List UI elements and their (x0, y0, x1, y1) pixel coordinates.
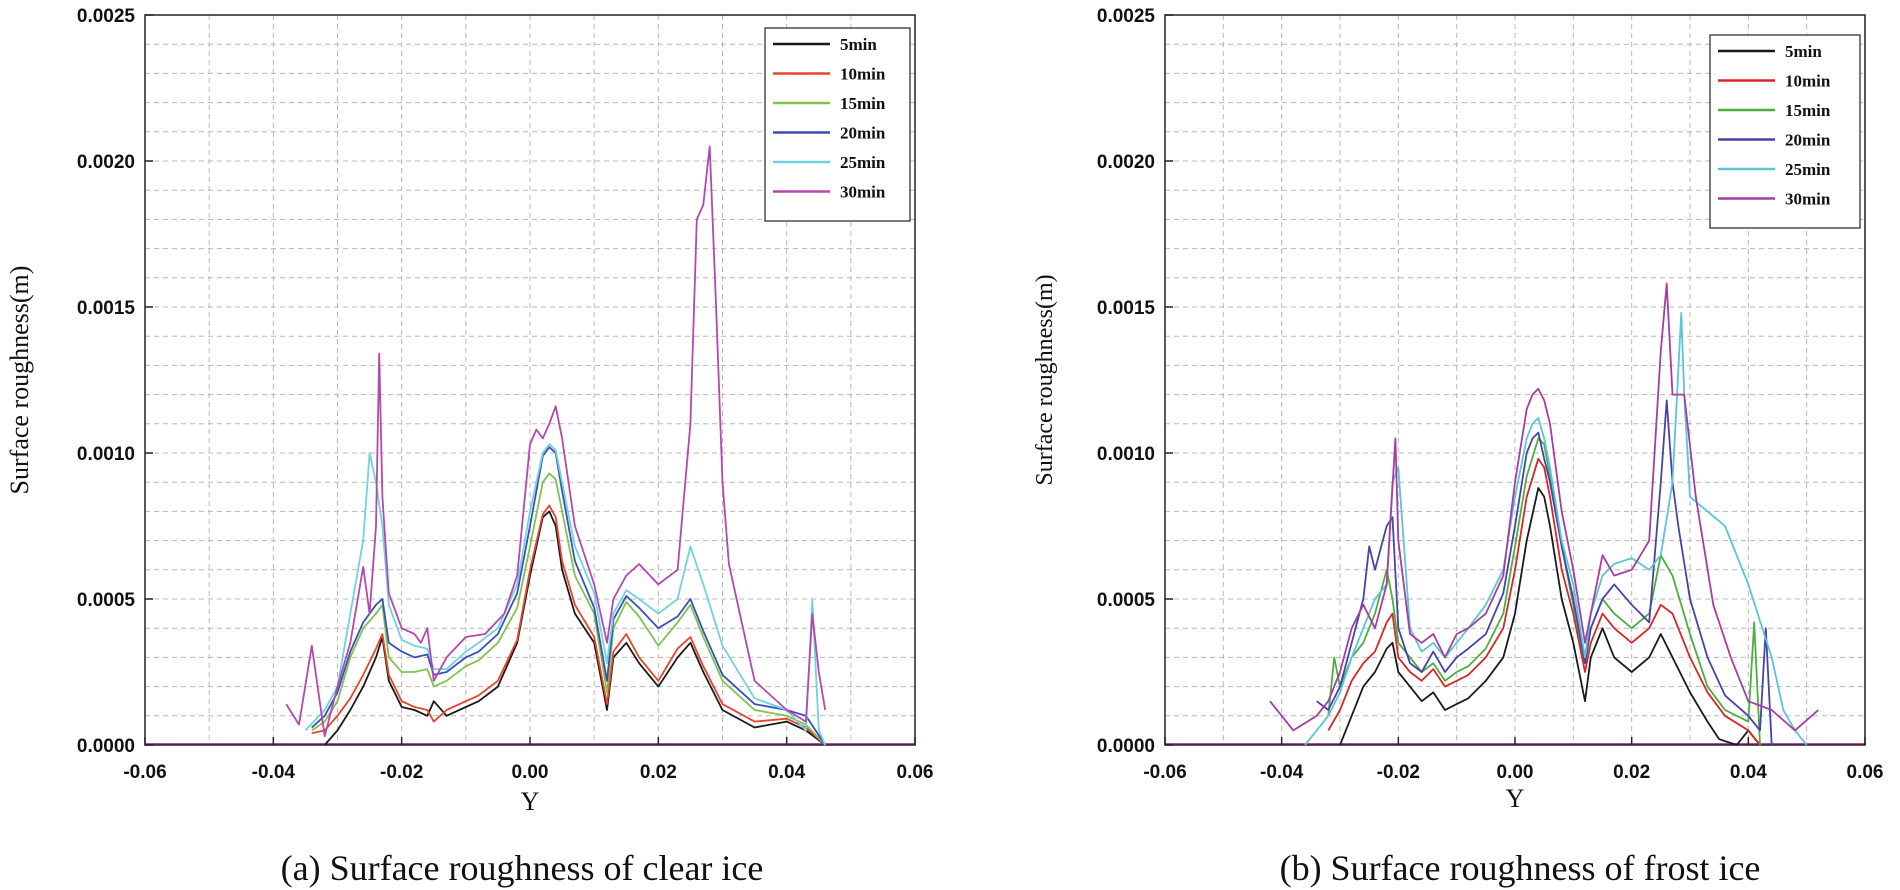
legend-label: 10min (840, 65, 886, 84)
legend-label: 5min (1785, 42, 1822, 61)
x-tick-label: 0.00 (1497, 762, 1534, 783)
x-tick-labels-a: -0.06 -0.04 -0.02 0.00 0.02 0.04 0.06 (123, 737, 933, 783)
series-line-20min (1316, 399, 1773, 746)
caption-a: (a) Surface roughness of clear ice (281, 848, 764, 888)
series-line-10min (311, 504, 826, 746)
y-axis-title-b: Surface roughness(m) (1032, 274, 1058, 485)
x-tick-label: 0.02 (640, 762, 677, 783)
y-tick-label: 0.0025 (77, 6, 136, 27)
series-group-a (285, 145, 827, 746)
x-tick-label: -0.04 (252, 762, 296, 783)
x-tick-label: 0.06 (897, 762, 934, 783)
series-line-25min (304, 443, 827, 746)
y-tick-label: 0.0010 (1097, 444, 1155, 465)
x-tick-label: 0.02 (1613, 762, 1650, 783)
series-line-30min (1269, 282, 1819, 732)
x-tick-label: -0.06 (1143, 762, 1186, 783)
x-tick-label: 0.06 (1847, 762, 1884, 783)
legend-label: 25min (840, 153, 886, 172)
legend-b: 5min 10min 15min 20min 25min 30min (1709, 34, 1861, 229)
x-tick-label: 0.04 (1730, 762, 1767, 783)
legend-label: 15min (840, 94, 886, 113)
legend-label: 10min (1785, 72, 1831, 91)
x-tick-label: 0.00 (512, 762, 549, 783)
legend-label: 20min (840, 124, 886, 143)
series-line-30min (285, 145, 827, 738)
y-axis-title-a: Surface roughness(m) (5, 266, 34, 495)
y-tick-label: 0.0015 (77, 298, 136, 319)
y-tick-label: 0.0025 (1097, 6, 1156, 27)
legend-label: 5min (840, 35, 877, 54)
y-tick-label: 0.0000 (1097, 736, 1155, 757)
caption-b: (b) Surface roughness of frost ice (1280, 848, 1761, 888)
x-tick-label: -0.02 (380, 762, 423, 783)
x-tick-label: -0.06 (123, 762, 166, 783)
legend-label: 30min (840, 183, 886, 202)
legend-label: 20min (1785, 131, 1831, 150)
y-tick-labels-a: 0.0000 0.0005 0.0010 0.0015 0.0020 0.0025 (77, 6, 153, 757)
y-tick-labels-b: 0.0000 0.0005 0.0010 0.0015 0.0020 0.0025 (1097, 6, 1173, 757)
y-tick-label: 0.0015 (1097, 298, 1156, 319)
legend-label: 25min (1785, 160, 1831, 179)
series-line-10min (1327, 457, 1761, 746)
series-line-5min (1339, 487, 1761, 746)
x-tick-label: -0.04 (1260, 762, 1304, 783)
y-tick-label: 0.0005 (1097, 590, 1156, 611)
x-tick-labels-b: -0.06 -0.04 -0.02 0.00 0.02 0.04 0.06 (1143, 737, 1883, 783)
x-tick-label: 0.04 (768, 762, 805, 783)
y-tick-label: 0.0000 (77, 736, 135, 757)
legend-box (1709, 34, 1861, 229)
legend-label: 15min (1785, 101, 1831, 120)
series-group-b (1269, 282, 1819, 746)
legend-a: 5min 10min 15min 20min 25min 30min (764, 27, 911, 222)
y-tick-label: 0.0020 (1097, 152, 1155, 173)
x-axis-title-a: Y (521, 787, 540, 816)
x-tick-label: -0.02 (1377, 762, 1420, 783)
x-axis-title-b: Y (1506, 784, 1525, 813)
panel-b: 0.0000 0.0005 0.0010 0.0015 0.0020 0.0025 -0.… (1032, 6, 1883, 888)
legend-box (764, 27, 911, 222)
legend-label: 30min (1785, 190, 1831, 209)
y-tick-label: 0.0020 (77, 152, 135, 173)
y-tick-label: 0.0010 (77, 444, 135, 465)
panel-a: 0.0000 0.0005 0.0010 0.0015 0.0020 0.0025 -0.… (5, 6, 933, 888)
y-tick-label: 0.0005 (77, 590, 136, 611)
